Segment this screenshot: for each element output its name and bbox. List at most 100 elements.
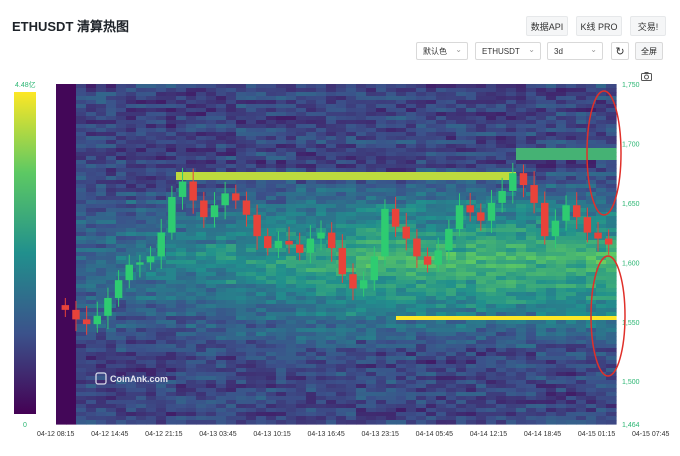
heatmap-cell — [476, 392, 487, 397]
heatmap-cell — [176, 148, 187, 153]
heatmap-cell — [376, 168, 387, 173]
heatmap-cell — [56, 88, 67, 93]
heatmap-cell — [336, 176, 347, 181]
chevron-down-icon: ⌄ — [528, 45, 535, 54]
heatmap-cell — [96, 188, 107, 193]
heatmap-cell — [526, 156, 537, 161]
heatmap-cell — [236, 184, 247, 189]
heatmap-cell — [246, 308, 257, 313]
heatmap-cell — [306, 364, 317, 369]
heatmap-cell — [416, 208, 427, 213]
refresh-icon[interactable]: ↻ — [611, 42, 629, 60]
camera-icon[interactable] — [641, 68, 652, 86]
heatmap-cell — [456, 152, 467, 157]
heatmap-cell — [216, 184, 227, 189]
heatmap-cell — [406, 92, 417, 97]
heatmap-cell — [386, 404, 397, 409]
heatmap-cell — [86, 208, 97, 213]
fullscreen-button[interactable]: 全屏 — [635, 42, 663, 60]
heatmap-cell — [96, 120, 107, 125]
data-api-button[interactable]: 数据API — [526, 16, 568, 36]
heatmap-cell — [56, 204, 67, 209]
heatmap-cell — [466, 384, 477, 389]
heatmap-cell — [466, 320, 477, 325]
heatmap-cell — [66, 384, 77, 389]
heatmap-cell — [136, 284, 147, 289]
trade-button[interactable]: 交易! — [630, 16, 666, 36]
heatmap-cell — [296, 104, 307, 109]
heatmap-cell — [226, 360, 237, 365]
heatmap-cell — [326, 188, 337, 193]
color-select[interactable]: 默认色 ⌄ — [416, 42, 468, 60]
heatmap-cell — [176, 384, 187, 389]
heatmap-cell — [146, 140, 157, 145]
heatmap-cell — [246, 152, 257, 157]
heatmap-cell — [546, 256, 557, 261]
heatmap-cell — [156, 288, 167, 293]
heatmap-cell — [516, 340, 527, 345]
heatmap-cell — [476, 328, 487, 333]
heatmap-cell — [496, 312, 507, 317]
heatmap-cell — [526, 112, 537, 117]
heatmap-cell — [486, 160, 497, 165]
symbol-select[interactable]: ETHUSDT ⌄ — [475, 42, 541, 60]
heatmap-cell — [286, 168, 297, 173]
heatmap-cell — [146, 372, 157, 377]
heatmap-cell — [376, 268, 387, 273]
heatmap-cell — [136, 228, 147, 233]
x-axis: 04-12 08:15 04-12 14:45 04-12 21:15 04-13 0… — [37, 431, 669, 438]
heatmap-cell — [526, 356, 537, 361]
heatmap-cell — [576, 388, 587, 393]
heatmap-cell — [316, 180, 327, 185]
heatmap-cell — [526, 144, 537, 149]
heatmap-cell — [156, 116, 167, 121]
heatmap-cell — [206, 360, 217, 365]
heatmap-cell — [266, 380, 277, 385]
heatmap-cell — [206, 356, 217, 361]
heatmap-cell — [226, 280, 237, 285]
heatmap-cell — [276, 176, 287, 181]
heatmap-cell — [496, 364, 507, 369]
heatmap-cell — [236, 100, 247, 105]
heatmap-cell — [186, 408, 197, 413]
heatmap-cell — [366, 228, 377, 233]
heatmap-cell — [386, 352, 397, 357]
heatmap-cell — [576, 412, 587, 417]
heatmap-cell — [396, 296, 407, 301]
heatmap-cell — [136, 164, 147, 169]
heatmap-cell — [146, 128, 157, 133]
heatmap-cell — [516, 308, 527, 313]
heatmap-cell — [136, 184, 147, 189]
candle-body — [381, 208, 389, 257]
heatmap-cell — [426, 292, 437, 297]
heatmap-cell — [376, 204, 387, 209]
heatmap-cell — [306, 104, 317, 109]
heatmap-cell — [266, 328, 277, 333]
heatmap-cell — [266, 408, 277, 413]
heatmap-cell — [386, 332, 397, 337]
heatmap-cell — [366, 112, 377, 117]
heatmap-cell — [226, 156, 237, 161]
heatmap-cell — [606, 176, 617, 181]
heatmap-cell — [556, 244, 567, 249]
heatmap-cell — [236, 112, 247, 117]
range-select[interactable]: 3d ⌄ — [547, 42, 603, 60]
heatmap-cell — [396, 136, 407, 141]
heatmap-cell — [216, 204, 227, 209]
heatmap-cell — [266, 184, 277, 189]
heatmap-cell — [576, 164, 587, 169]
heatmap-cell — [216, 116, 227, 121]
heatmap-cell — [316, 300, 327, 305]
heatmap-cell — [126, 280, 137, 285]
kline-pro-button[interactable]: K线 PRO — [576, 16, 622, 36]
heatmap-cell — [316, 116, 327, 121]
heatmap-cell — [526, 396, 537, 401]
heatmap-cell — [606, 296, 617, 301]
heatmap-cell — [196, 128, 207, 133]
heatmap-cell — [376, 344, 387, 349]
heatmap-cell — [416, 272, 427, 277]
heatmap-cell — [306, 108, 317, 113]
heatmap-cell — [486, 124, 497, 129]
heatmap-cell — [406, 156, 417, 161]
heatmap-cell — [166, 380, 177, 385]
